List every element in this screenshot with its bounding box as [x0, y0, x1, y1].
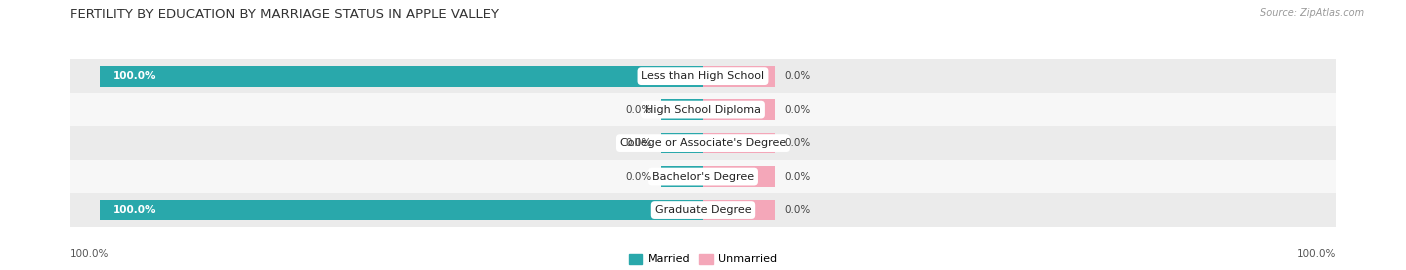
Text: 0.0%: 0.0%	[785, 171, 811, 182]
Text: Less than High School: Less than High School	[641, 71, 765, 81]
Bar	[661, 133, 703, 153]
Bar	[703, 66, 775, 86]
Bar	[70, 160, 1336, 193]
Text: 0.0%: 0.0%	[626, 138, 652, 148]
Text: 0.0%: 0.0%	[785, 205, 811, 215]
Bar	[70, 59, 1336, 93]
Bar	[661, 99, 703, 120]
Bar	[703, 99, 775, 120]
Bar	[661, 166, 703, 187]
Text: 0.0%: 0.0%	[626, 104, 652, 115]
Text: Graduate Degree: Graduate Degree	[655, 205, 751, 215]
Text: College or Associate's Degree: College or Associate's Degree	[620, 138, 786, 148]
Text: 100.0%: 100.0%	[112, 205, 156, 215]
Bar	[703, 166, 775, 187]
Text: 0.0%: 0.0%	[626, 171, 652, 182]
Text: 100.0%: 100.0%	[70, 249, 110, 259]
Text: Bachelor's Degree: Bachelor's Degree	[652, 171, 754, 182]
Text: 0.0%: 0.0%	[785, 71, 811, 81]
Text: 0.0%: 0.0%	[785, 104, 811, 115]
Bar	[703, 200, 775, 220]
Text: 100.0%: 100.0%	[1296, 249, 1336, 259]
Bar	[70, 193, 1336, 227]
Text: High School Diploma: High School Diploma	[645, 104, 761, 115]
Bar	[70, 93, 1336, 126]
Legend: Married, Unmarried: Married, Unmarried	[628, 254, 778, 264]
Bar	[100, 66, 703, 86]
Bar	[70, 126, 1336, 160]
Bar	[100, 200, 703, 220]
Bar	[703, 133, 775, 153]
Text: 0.0%: 0.0%	[785, 138, 811, 148]
Text: FERTILITY BY EDUCATION BY MARRIAGE STATUS IN APPLE VALLEY: FERTILITY BY EDUCATION BY MARRIAGE STATU…	[70, 8, 499, 21]
Text: Source: ZipAtlas.com: Source: ZipAtlas.com	[1260, 8, 1364, 18]
Text: 100.0%: 100.0%	[112, 71, 156, 81]
